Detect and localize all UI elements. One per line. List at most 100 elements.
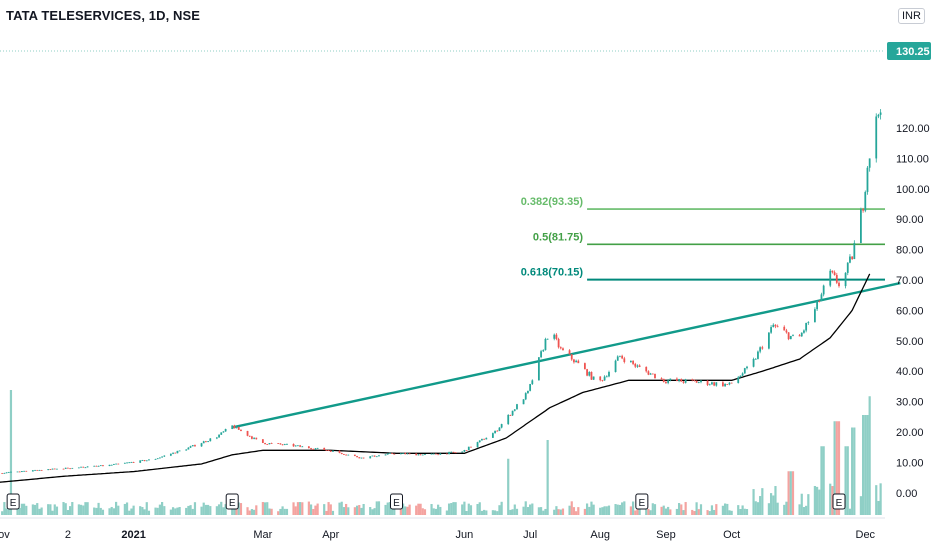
- x-tick-label: Nov: [0, 529, 10, 541]
- volume-bar: [513, 504, 516, 515]
- candle-body: [108, 464, 111, 467]
- candle-body: [700, 380, 702, 383]
- volume-bar: [515, 508, 519, 515]
- volume-bar: [97, 502, 100, 515]
- volume-bar: [568, 505, 571, 515]
- candle-body: [743, 368, 746, 374]
- volume-bar: [802, 507, 806, 515]
- volume-bar: [239, 503, 243, 515]
- candle-body: [822, 285, 825, 295]
- volume-bar: [741, 505, 744, 515]
- candle-body: [684, 379, 687, 383]
- volume-bar: [292, 502, 295, 515]
- candle-body: [695, 380, 698, 383]
- volume-bar: [605, 506, 608, 515]
- candle-body: [697, 382, 700, 383]
- candle-body: [667, 380, 670, 383]
- candle-body: [638, 365, 641, 367]
- volume-bar: [539, 507, 543, 515]
- volume-bar: [231, 508, 234, 515]
- x-tick-label: 2021: [121, 529, 145, 541]
- volume-bar: [185, 507, 188, 515]
- candle-body: [706, 380, 709, 385]
- candle-body: [465, 449, 468, 451]
- candle-body: [603, 376, 606, 381]
- volume-bar: [445, 510, 448, 515]
- volume-bar: [204, 504, 208, 515]
- candle-body: [207, 441, 210, 442]
- volume-bar: [695, 502, 698, 515]
- currency-label[interactable]: INR: [898, 8, 925, 24]
- volume-bar: [33, 504, 37, 515]
- candle-body: [513, 409, 516, 411]
- volume-bar: [377, 501, 381, 515]
- volume-bar: [761, 488, 764, 515]
- candle-body: [654, 373, 656, 379]
- candle-body: [194, 445, 196, 447]
- volume-bar: [667, 506, 670, 515]
- candle-body: [69, 468, 71, 470]
- volume-bar: [5, 508, 8, 515]
- candle-body: [829, 270, 832, 286]
- candle-body: [665, 382, 667, 383]
- volume-bar: [875, 485, 878, 515]
- candle-body: [373, 455, 376, 457]
- candle-body: [439, 453, 442, 455]
- volume-bar: [485, 510, 488, 515]
- candle-body: [299, 445, 302, 447]
- volume-bar: [250, 509, 254, 515]
- candle-body: [448, 452, 450, 455]
- candle-body: [21, 471, 23, 472]
- volume-bar: [82, 505, 85, 515]
- volume-bar: [222, 507, 225, 515]
- volume-bar: [647, 508, 650, 515]
- candle-body: [555, 334, 558, 339]
- trendline-layer: [231, 281, 901, 429]
- candle-body: [851, 256, 854, 260]
- volume-bar: [325, 510, 328, 515]
- candle-body: [279, 443, 282, 445]
- volume-bar: [191, 508, 194, 515]
- candle-body: [485, 437, 488, 440]
- volume-bar: [706, 510, 709, 515]
- candle-body: [163, 455, 166, 457]
- candle-body: [222, 431, 225, 433]
- volume-bar: [220, 501, 223, 515]
- volume-bar: [664, 508, 668, 515]
- candle-body: [95, 465, 98, 467]
- volume-bar: [393, 504, 396, 515]
- volume-bar: [47, 504, 50, 515]
- candle-body: [632, 361, 634, 364]
- candle-body: [546, 338, 549, 340]
- volume-bar: [437, 504, 440, 515]
- candle-body: [877, 114, 880, 117]
- volume-bar: [20, 503, 24, 515]
- candle-body: [386, 453, 389, 455]
- volume-bar: [526, 507, 530, 515]
- candle-body: [378, 455, 380, 457]
- candle-body: [573, 359, 575, 363]
- volume-bar: [677, 503, 681, 515]
- candle-body: [651, 373, 654, 375]
- y-axis: 0.00 10.00 20.00 30.00 40.00 50.00 60.00 70.00 8…: [0, 42, 931, 500]
- candle-body: [97, 465, 100, 467]
- y-tick-label: 100.00: [896, 184, 930, 196]
- earnings-marker-label: E: [836, 498, 843, 509]
- candle-body: [218, 434, 220, 438]
- candle-body: [616, 356, 619, 361]
- volume-bar: [355, 505, 359, 515]
- candle-body: [332, 450, 334, 452]
- y-tick-label: 90.00: [896, 214, 924, 226]
- candle-body: [126, 462, 128, 464]
- volume-bar: [115, 501, 118, 515]
- candle-body: [176, 450, 179, 454]
- candle-body: [310, 448, 312, 450]
- candle-body: [1, 473, 4, 474]
- candle-body: [82, 466, 85, 468]
- volume-bar: [634, 510, 637, 515]
- candle-body: [115, 463, 118, 465]
- volume-bar: [233, 507, 236, 515]
- volume-bar: [362, 503, 365, 515]
- candle-body: [805, 323, 808, 331]
